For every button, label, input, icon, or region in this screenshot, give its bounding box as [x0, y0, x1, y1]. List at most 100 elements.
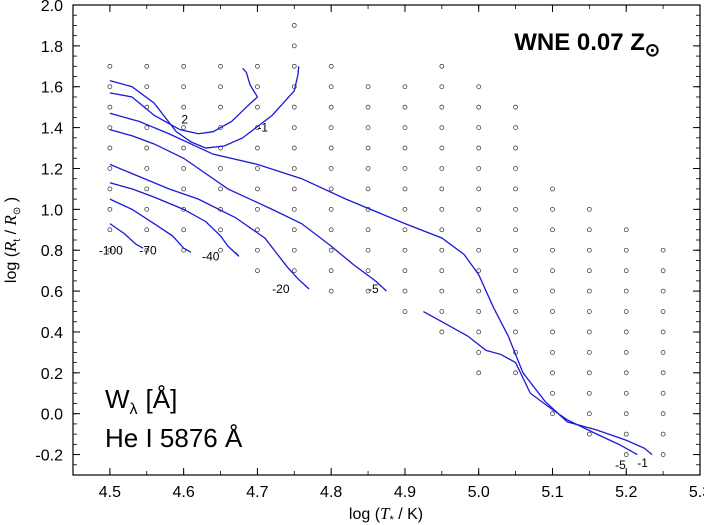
- grid-point: [328, 268, 334, 274]
- plot-background: [72, 5, 704, 475]
- grid-point: [181, 227, 187, 233]
- grid-point: [144, 206, 150, 212]
- contour-line-2: [109, 182, 240, 257]
- grid-point: [439, 206, 445, 212]
- grid-point: [623, 390, 629, 396]
- legend-line1-unit: [Å]: [146, 384, 178, 414]
- grid-point: [144, 186, 150, 192]
- grid-point: [402, 247, 408, 253]
- grid-point: [586, 431, 592, 437]
- grid-point: [439, 63, 445, 69]
- grid-point: [660, 452, 666, 457]
- grid-point: [255, 166, 260, 171]
- grid-point: [660, 349, 666, 355]
- grid-point: [328, 166, 334, 171]
- x-tick-label: 5.0: [468, 484, 490, 501]
- grid-point: [255, 63, 260, 69]
- grid-point: [660, 288, 666, 294]
- grid-point: [144, 63, 150, 69]
- grid-point: [181, 63, 187, 69]
- grid-point: [255, 247, 260, 253]
- grid-point: [439, 329, 445, 335]
- contour-label-2: -40: [202, 249, 220, 263]
- grid-point: [476, 125, 482, 131]
- grid-point: [402, 206, 408, 212]
- grid-point: [476, 370, 482, 376]
- grid-point: [291, 227, 297, 233]
- grid-point: [144, 227, 150, 233]
- grid-point: [623, 288, 629, 294]
- grid-point: [586, 390, 592, 396]
- grid-point: [660, 329, 666, 335]
- grid-point: [144, 145, 150, 151]
- y-tick-label: 0.0: [41, 407, 63, 424]
- x-axis-ticks: 4.5 4.6 4.7 4.8 4.9 5.0 5.1 5.2 5.3: [72, 5, 704, 501]
- grid-point: [144, 84, 150, 90]
- grid-point: [439, 186, 445, 192]
- grid-point: [513, 268, 518, 274]
- y-tick-label: 1.8: [41, 39, 63, 56]
- grid-point: [660, 390, 666, 396]
- y-tick-label: 0.6: [41, 284, 63, 301]
- contour-line-6: [423, 310, 638, 456]
- contour-label-3: -20: [272, 282, 290, 296]
- x-axis-title-suffix: / K): [394, 506, 423, 523]
- chart-title-symbol: ⊙: [645, 40, 660, 60]
- x-axis-title-prefix: log (: [349, 506, 381, 523]
- grid-point: [328, 125, 334, 131]
- grid-point: [107, 145, 113, 151]
- grid-point: [107, 125, 113, 131]
- grid-point: [439, 247, 445, 253]
- grid-point: [365, 268, 371, 274]
- y-axis-title: log (Rt / R⊙ ): [1, 197, 23, 283]
- grid-point: [255, 145, 260, 151]
- grid-point: [181, 145, 187, 151]
- x-tick-label: 5.2: [615, 484, 637, 501]
- grid-point: [586, 370, 592, 376]
- grid-point: [291, 268, 297, 274]
- grid-point: [550, 227, 555, 233]
- contour-line-1: [109, 198, 192, 253]
- grid-point: [439, 166, 445, 171]
- grid-point: [550, 390, 555, 396]
- grid-point: [476, 166, 482, 171]
- grid-point: [660, 247, 666, 253]
- grid-point: [291, 145, 297, 151]
- grid-points: [107, 23, 666, 457]
- y-axis-title-var2-sub: ⊙: [12, 207, 23, 215]
- grid-point: [586, 247, 592, 253]
- grid-point: [476, 84, 482, 90]
- grid-point: [513, 206, 518, 212]
- grid-point: [181, 206, 187, 212]
- grid-point: [328, 186, 334, 192]
- grid-point: [623, 452, 629, 457]
- grid-point: [365, 186, 371, 192]
- grid-point: [365, 227, 371, 233]
- contour-label-0: -100: [99, 243, 123, 257]
- grid-point: [550, 288, 555, 294]
- grid-point: [513, 104, 518, 110]
- grid-point: [476, 288, 482, 294]
- grid-point: [255, 268, 260, 274]
- grid-point: [328, 227, 334, 233]
- contour-label-1: -70: [139, 243, 157, 257]
- grid-point: [218, 247, 223, 253]
- x-axis-title-var: T: [380, 504, 391, 523]
- grid-point: [550, 349, 555, 355]
- y-tick-label: 2.0: [41, 0, 63, 15]
- grid-point: [550, 309, 555, 314]
- grid-point: [623, 411, 629, 417]
- grid-point: [402, 125, 408, 131]
- grid-point: [550, 329, 555, 335]
- grid-point: [107, 84, 113, 90]
- y-tick-label: -0.2: [35, 448, 63, 465]
- grid-point: [107, 166, 113, 171]
- grid-point: [476, 268, 482, 274]
- grid-point: [365, 166, 371, 171]
- grid-point: [623, 247, 629, 253]
- grid-point: [660, 411, 666, 417]
- grid-point: [550, 206, 555, 212]
- grid-point: [550, 411, 555, 417]
- legend-line1-sub: λ: [130, 401, 138, 418]
